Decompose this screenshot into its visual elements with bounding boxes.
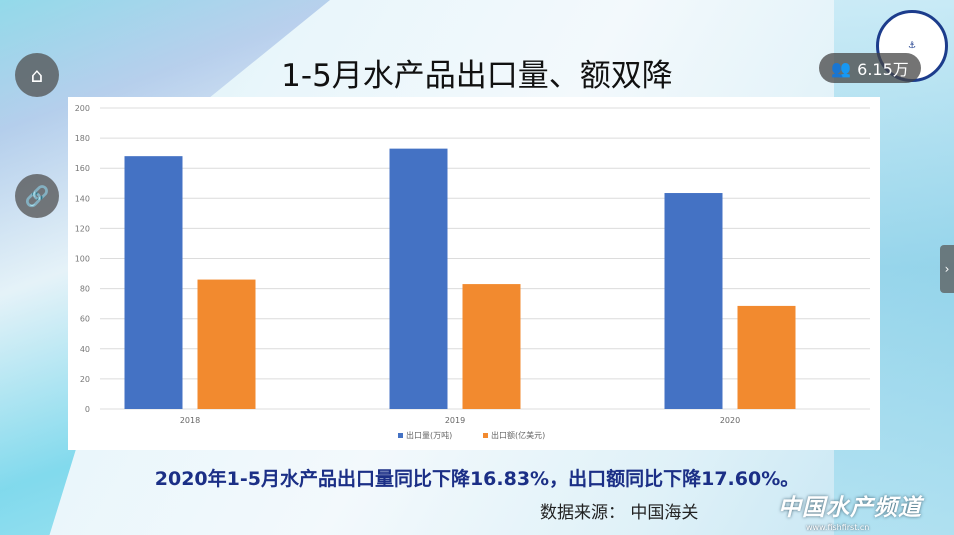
slide-title: 1-5月水产品出口量、额双降: [281, 58, 673, 94]
y-tick-label: 20: [80, 375, 90, 384]
watermark: 中国水产频道: [778, 495, 922, 521]
bar-export-volume-2019: [389, 148, 448, 409]
x-tick-label: 2019: [445, 416, 465, 425]
bar-chart: 0 20 40 60 80 100 120 140 160 180 200 2018 2019 2020 出…: [68, 97, 880, 450]
legend-swatch: [398, 433, 403, 438]
y-tick-label: 100: [75, 255, 90, 264]
y-tick-label: 140: [75, 194, 90, 203]
bar-export-value-2018: [197, 279, 256, 409]
legend-label: 出口量(万吨): [406, 430, 452, 440]
y-tick-label: 160: [75, 164, 90, 173]
chart-svg: 0 20 40 60 80 100 120 140 160 180 200 2018 2019 2020 出…: [75, 104, 870, 440]
chevron-right-icon: ›: [944, 262, 950, 276]
y-tick-label: 80: [80, 285, 90, 294]
data-source: 数据来源： 中国海关: [540, 503, 699, 523]
x-tick-label: 2020: [720, 416, 740, 425]
home-button[interactable]: ⌂: [15, 53, 59, 97]
link-icon: 🔗: [24, 184, 50, 208]
bar-export-volume-2020: [664, 193, 723, 409]
watermark-url: www.fishfirst.cn: [806, 523, 870, 532]
side-panel-toggle[interactable]: ›: [940, 245, 954, 293]
viewer-count: 6.15万: [857, 60, 909, 79]
y-tick-label: 120: [75, 224, 90, 233]
bar-export-volume-2018: [124, 156, 183, 409]
summary-text: 2020年1-5月水产品出口量同比下降16.83%，出口额同比下降17.60%。: [154, 468, 800, 490]
legend-label: 出口额(亿美元): [491, 430, 545, 440]
y-tick-label: 200: [75, 104, 90, 113]
x-tick-label: 2018: [180, 416, 200, 425]
bar-export-value-2020: [737, 305, 796, 409]
y-tick-label: 40: [80, 345, 90, 354]
y-tick-label: 0: [85, 405, 90, 414]
bar-export-value-2019: [462, 284, 521, 409]
y-tick-label: 60: [80, 315, 90, 324]
home-icon: ⌂: [30, 63, 44, 87]
legend-swatch: [483, 433, 488, 438]
viewers-badge[interactable]: 👥 6.15万: [819, 53, 921, 83]
people-icon: 👥: [831, 58, 852, 78]
y-tick-label: 180: [75, 134, 90, 143]
link-button[interactable]: 🔗: [15, 174, 59, 218]
